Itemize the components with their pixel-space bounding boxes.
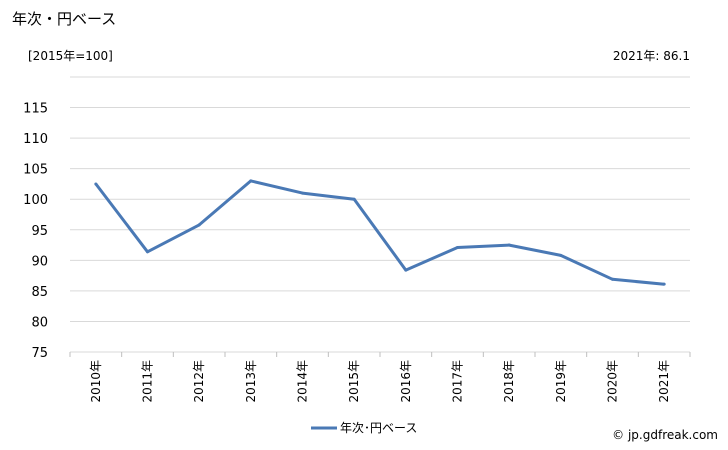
data-point [249, 179, 253, 183]
x-tick-label: 2015年 [347, 360, 361, 403]
data-point [507, 243, 511, 247]
y-tick-label: 115 [23, 102, 48, 117]
x-tick-label: 2020年 [606, 360, 620, 403]
data-point [301, 191, 304, 195]
y-tick-label: 100 [23, 193, 48, 208]
y-tick-label: 85 [31, 285, 48, 300]
x-tick-label: 2019年 [554, 360, 568, 403]
x-tick-label: 2018年 [502, 360, 516, 403]
series-line [94, 179, 665, 286]
legend: 年次･円ベース [311, 421, 417, 435]
y-tick-label: 80 [31, 315, 48, 330]
data-point [456, 246, 459, 249]
x-tick-label: 2011年 [141, 360, 155, 403]
x-tick-label: 2014年 [296, 360, 310, 403]
data-point [352, 197, 356, 201]
unit-label: [2015年=100] [28, 49, 113, 63]
x-tick-label: 2012年 [192, 360, 206, 403]
data-point [662, 282, 666, 286]
legend-label: 年次･円ベース [340, 421, 417, 435]
x-tick-label: 2013年 [244, 360, 258, 403]
latest-value-label: 2021年: 86.1 [612, 49, 690, 63]
data-point [611, 277, 614, 281]
data-point [197, 223, 201, 227]
x-axis-ticks: 2010年 2011年 2012年 2013年 2014年 2015年 2016年 2017年… [69, 352, 691, 403]
y-tick-label: 95 [31, 224, 48, 239]
y-tick-label: 105 [23, 163, 48, 178]
source-credit: © jp.gdfreak.com [612, 428, 718, 442]
x-tick-label: 2021年 [657, 360, 671, 403]
data-point [146, 250, 149, 254]
chart-title: 年次・円ベース [12, 10, 117, 28]
data-point [559, 253, 563, 257]
y-tick-label: 75 [31, 346, 48, 361]
y-tick-label: 90 [31, 254, 48, 269]
data-point [94, 182, 98, 186]
y-axis-ticks: 75 80 85 90 95 100 105 110 115 [23, 102, 48, 361]
data-point [404, 268, 408, 272]
x-tick-label: 2017年 [451, 360, 465, 403]
x-tick-label: 2010年 [89, 360, 103, 403]
grid-lines [70, 76, 690, 353]
series-layer [94, 179, 666, 286]
y-tick-label: 110 [23, 132, 48, 147]
x-tick-label: 2016年 [399, 360, 413, 403]
